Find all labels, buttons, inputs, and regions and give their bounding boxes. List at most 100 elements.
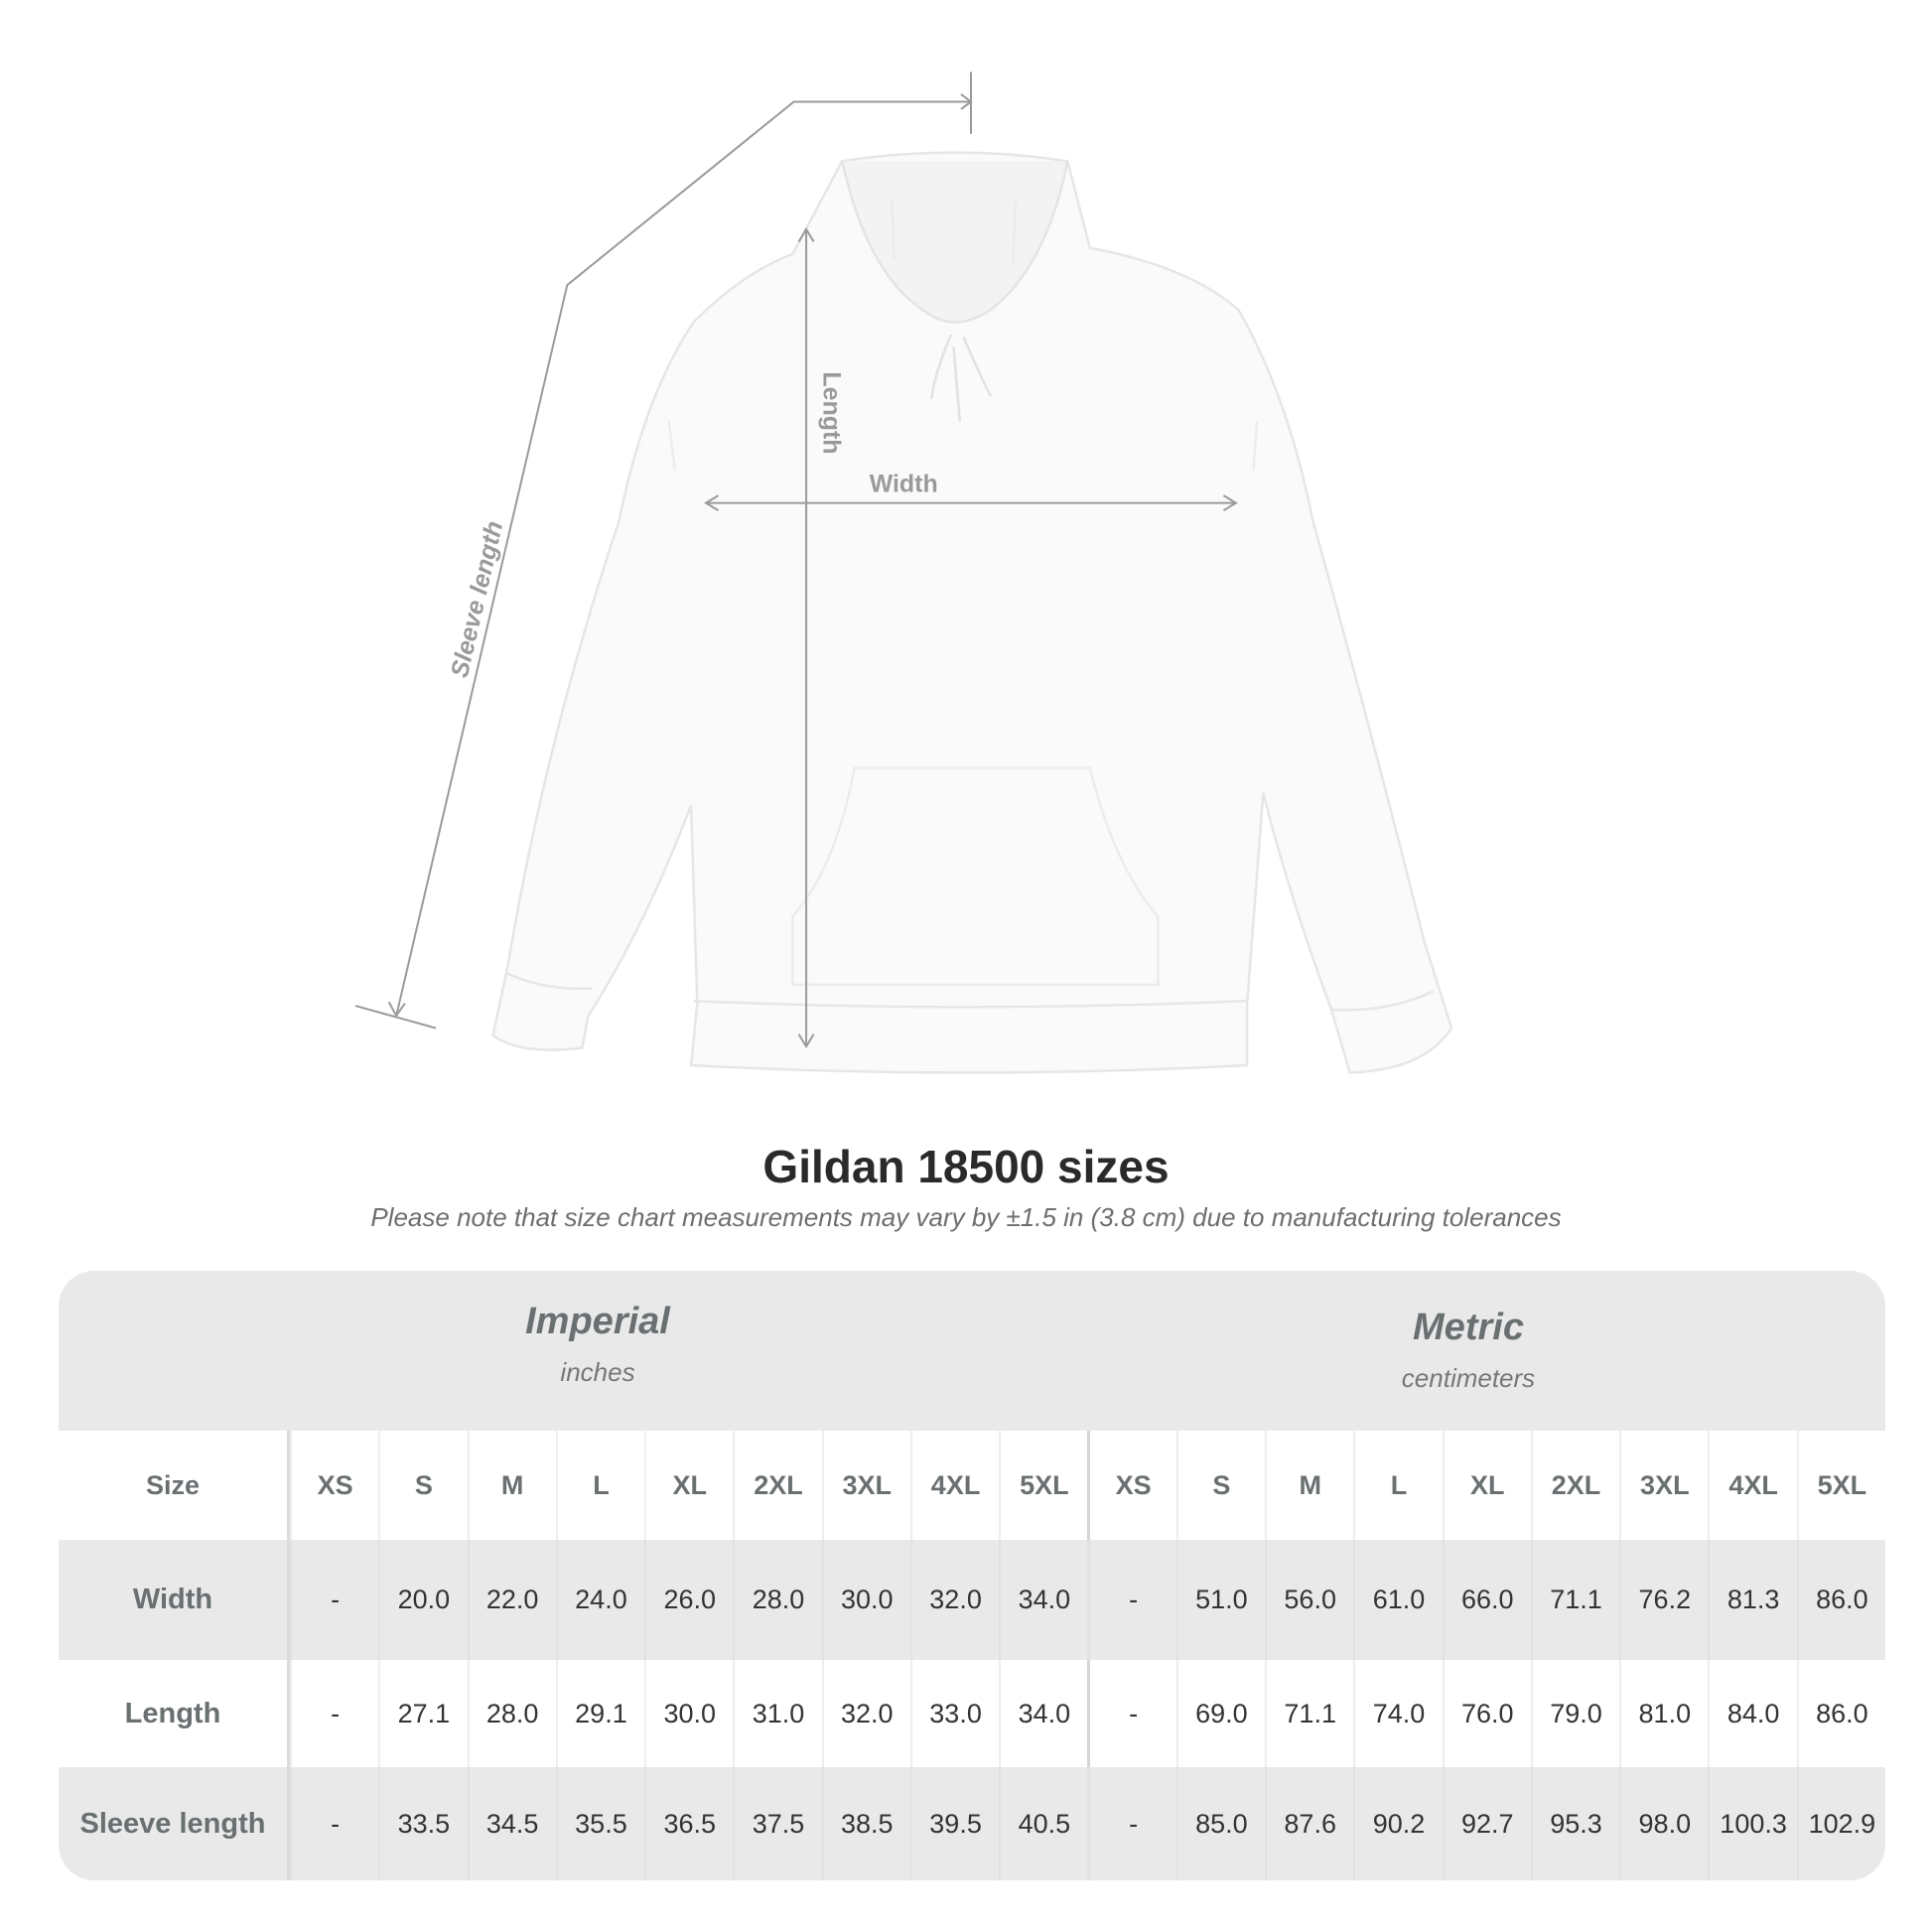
imperial-unit: inches: [560, 1357, 635, 1387]
size-metric-2xl: 2XL: [1530, 1431, 1619, 1540]
size-table: Imperial inches Metric centimeters Size X…: [59, 1271, 1885, 1880]
metric-value-4xl: 100.3: [1708, 1767, 1796, 1880]
metric-value-l: 61.0: [1353, 1540, 1442, 1660]
imperial-value-2xl: 31.0: [733, 1660, 821, 1767]
row-label: Sleeve length: [59, 1767, 290, 1880]
metric-value-xl: 76.0: [1442, 1660, 1531, 1767]
imperial-value-xl: 26.0: [644, 1540, 733, 1660]
size-imperial-3xl: 3XL: [821, 1431, 910, 1540]
metric-value-2xl: 79.0: [1530, 1660, 1619, 1767]
metric-value-3xl: 81.0: [1619, 1660, 1708, 1767]
imperial-value-s: 27.1: [378, 1660, 467, 1767]
metric-value-5xl: 86.0: [1796, 1660, 1885, 1767]
sleeve-bottom-tick: [354, 1005, 437, 1030]
imperial-value-m: 28.0: [467, 1660, 556, 1767]
size-metric-xs: XS: [1087, 1431, 1175, 1540]
sleeve-arrowheads: [387, 93, 973, 1018]
imperial-value-l: 29.1: [555, 1660, 644, 1767]
size-metric-5xl: 5XL: [1796, 1431, 1885, 1540]
size-header-row: Size XS S M L XL 2XL 3XL 4XL 5XL XS S M L XL 2XL 3XL 4XL 5…: [59, 1431, 1885, 1540]
size-metric-3xl: 3XL: [1619, 1431, 1708, 1540]
metric-header: Metric centimeters: [1171, 1307, 1766, 1394]
width-label: Width: [870, 470, 938, 497]
metric-value-m: 87.6: [1265, 1767, 1353, 1880]
length-label: Length: [818, 371, 846, 454]
table-row-width: Width -20.0 22.0 24.0 26.0 28.0 30.0 32.0 34.0-5…: [59, 1540, 1885, 1660]
metric-value-2xl: 95.3: [1530, 1767, 1619, 1880]
page-title: Gildan 18500 sizes: [762, 1141, 1170, 1192]
size-label: Size: [59, 1431, 290, 1540]
size-metric-l: L: [1353, 1431, 1442, 1540]
row-label: Width: [59, 1540, 290, 1660]
sleeve-length-line: [395, 100, 971, 1017]
imperial-value-3xl: 30.0: [821, 1540, 910, 1660]
size-imperial-s: S: [378, 1431, 467, 1540]
size-metric-s: S: [1175, 1431, 1265, 1540]
size-metric-xl: XL: [1442, 1431, 1531, 1540]
table-row-sleeve-length: Sleeve length -33.5 34.5 35.5 36.5 37.5 38.5 39…: [59, 1767, 1885, 1880]
metric-value-4xl: 81.3: [1708, 1540, 1796, 1660]
length-arrowheads: [797, 226, 815, 1049]
metric-value-s: 85.0: [1175, 1767, 1265, 1880]
metric-value-2xl: 71.1: [1530, 1540, 1619, 1660]
size-imperial-4xl: 4XL: [909, 1431, 999, 1540]
imperial-value-l: 35.5: [555, 1767, 644, 1880]
metric-value-s: 69.0: [1175, 1660, 1265, 1767]
metric-value-xl: 92.7: [1442, 1767, 1531, 1880]
imperial-value-4xl: 33.0: [909, 1660, 999, 1767]
metric-value-l: 90.2: [1353, 1767, 1442, 1880]
metric-unit: centimeters: [1401, 1363, 1536, 1393]
metric-value-l: 74.0: [1353, 1660, 1442, 1767]
width-arrowheads: [704, 494, 1238, 511]
size-imperial-xs: XS: [289, 1431, 378, 1540]
metric-value-m: 56.0: [1265, 1540, 1353, 1660]
size-imperial-l: L: [555, 1431, 644, 1540]
imperial-value-3xl: 38.5: [821, 1767, 910, 1880]
measurement-lines: [354, 71, 1238, 1049]
metric-value-3xl: 76.2: [1619, 1540, 1708, 1660]
metric-value-5xl: 102.9: [1796, 1767, 1885, 1880]
size-imperial-xl: XL: [644, 1431, 733, 1540]
imperial-label: Imperial: [525, 1301, 670, 1342]
imperial-value-2xl: 37.5: [733, 1767, 821, 1880]
imperial-value-xs: -: [289, 1767, 378, 1880]
row-label: Length: [59, 1660, 290, 1767]
size-metric-4xl: 4XL: [1708, 1431, 1796, 1540]
imperial-value-s: 20.0: [378, 1540, 467, 1660]
imperial-value-2xl: 28.0: [733, 1540, 821, 1660]
imperial-value-5xl: 40.5: [999, 1767, 1087, 1880]
metric-label: Metric: [1413, 1307, 1524, 1348]
imperial-value-xl: 30.0: [644, 1660, 733, 1767]
imperial-value-m: 34.5: [467, 1767, 556, 1880]
size-metric-m: M: [1265, 1431, 1353, 1540]
hoodie-diagram: Sleeve length Length Width: [354, 71, 1453, 1074]
unit-header-band: Imperial inches Metric centimeters: [59, 1271, 1885, 1431]
imperial-value-4xl: 39.5: [909, 1767, 999, 1880]
hoodie-illustration: [491, 151, 1453, 1074]
tolerance-note: Please note that size chart measurements…: [370, 1202, 1562, 1232]
metric-value-5xl: 86.0: [1796, 1540, 1885, 1660]
metric-value-xl: 66.0: [1442, 1540, 1531, 1660]
imperial-value-m: 22.0: [467, 1540, 556, 1660]
imperial-value-3xl: 32.0: [821, 1660, 910, 1767]
metric-value-xs: -: [1087, 1767, 1175, 1880]
imperial-value-xs: -: [289, 1540, 378, 1660]
imperial-value-5xl: 34.0: [999, 1540, 1087, 1660]
size-imperial-2xl: 2XL: [733, 1431, 821, 1540]
imperial-header: Imperial inches: [300, 1301, 896, 1388]
size-imperial-m: M: [467, 1431, 556, 1540]
metric-value-xs: -: [1087, 1660, 1175, 1767]
imperial-value-xl: 36.5: [644, 1767, 733, 1880]
metric-value-m: 71.1: [1265, 1660, 1353, 1767]
imperial-value-s: 33.5: [378, 1767, 467, 1880]
metric-value-3xl: 98.0: [1619, 1767, 1708, 1880]
metric-value-s: 51.0: [1175, 1540, 1265, 1660]
metric-value-4xl: 84.0: [1708, 1660, 1796, 1767]
imperial-value-5xl: 34.0: [999, 1660, 1087, 1767]
imperial-value-4xl: 32.0: [909, 1540, 999, 1660]
table-row-length: Length -27.1 28.0 29.1 30.0 31.0 32.0 33.0 34.0-…: [59, 1660, 1885, 1767]
imperial-value-xs: -: [289, 1660, 378, 1767]
imperial-value-l: 24.0: [555, 1540, 644, 1660]
size-imperial-5xl: 5XL: [999, 1431, 1087, 1540]
sleeve-length-label: Sleeve length: [446, 518, 508, 680]
